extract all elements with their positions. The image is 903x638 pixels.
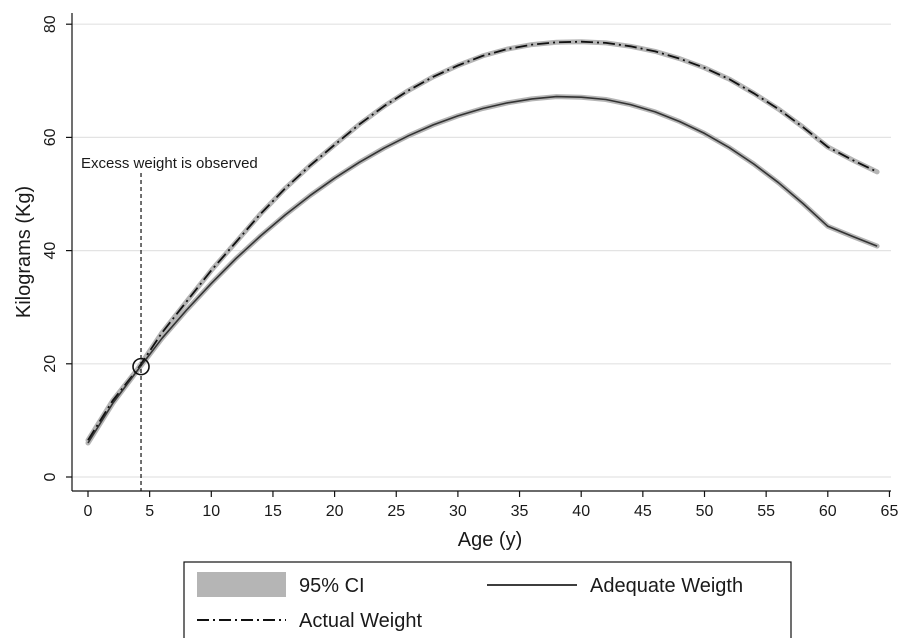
legend-actual-label: Actual Weight xyxy=(299,610,422,632)
x-tick-label: 5 xyxy=(145,503,154,520)
x-tick-label: 50 xyxy=(696,503,714,520)
legend-adequate-label: Adequate Weigth xyxy=(590,575,743,597)
grid-lines xyxy=(72,23,891,478)
x-tick-label: 25 xyxy=(387,503,405,520)
axes xyxy=(71,13,891,492)
annotation-label: Excess weight is observed xyxy=(81,155,258,172)
x-ticks: 0 5 10 15 20 25 30 35 40 45 50 55 60 65 xyxy=(84,491,899,520)
x-tick-label: 10 xyxy=(202,503,220,520)
y-tick-label: 80 xyxy=(42,15,59,33)
x-tick-label: 20 xyxy=(326,503,344,520)
y-tick-label: 60 xyxy=(42,128,59,146)
annotation: Excess weight is observed xyxy=(81,155,258,491)
x-tick-label: 35 xyxy=(511,503,529,520)
x-tick-label: 30 xyxy=(449,503,467,520)
x-tick-label: 55 xyxy=(757,503,775,520)
ci-bands xyxy=(85,39,880,446)
series-lines xyxy=(87,40,878,444)
ci-band xyxy=(85,94,880,446)
y-tick-label: 0 xyxy=(42,472,59,481)
y-tick-label: 20 xyxy=(42,355,59,373)
x-tick-label: 65 xyxy=(881,503,899,520)
x-tick-label: 60 xyxy=(819,503,837,520)
x-tick-label: 15 xyxy=(264,503,282,520)
x-tick-label: 40 xyxy=(572,503,590,520)
y-tick-label: 40 xyxy=(42,242,59,260)
legend-ci-swatch xyxy=(197,572,286,597)
legend: 95% CI Adequate Weigth Actual Weight xyxy=(183,561,792,638)
y-ticks: 0 20 40 60 80 xyxy=(42,15,72,481)
ci-band xyxy=(85,39,880,443)
series-line xyxy=(87,40,878,441)
x-tick-label: 45 xyxy=(634,503,652,520)
series-line xyxy=(87,95,878,444)
legend-ci-label: 95% CI xyxy=(299,575,365,597)
annotation-marker xyxy=(132,357,150,376)
x-tick-label: 0 xyxy=(84,503,93,520)
x-axis-label: Age (y) xyxy=(458,529,522,551)
y-axis-label: Kilograms (Kg) xyxy=(13,186,35,318)
